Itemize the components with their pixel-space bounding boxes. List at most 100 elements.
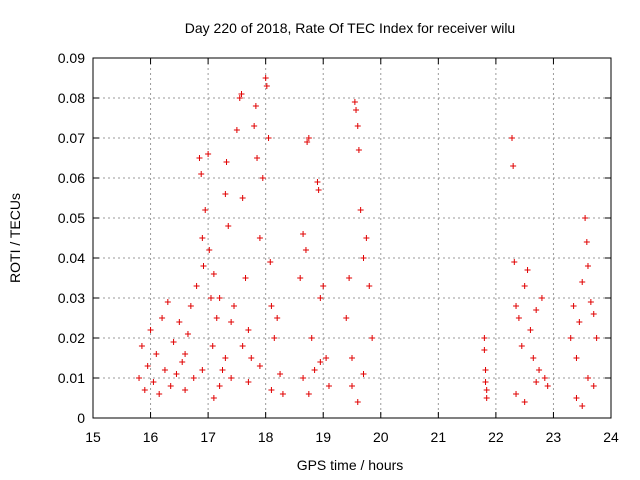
data-point	[267, 259, 274, 265]
data-point	[513, 303, 520, 309]
data-point	[170, 339, 177, 345]
y-tick-label: 0.07	[58, 130, 85, 146]
y-tick-label: 0.01	[58, 370, 85, 386]
data-point	[584, 375, 591, 381]
chart-title: Day 220 of 2018, Rate Of TEC Index for r…	[185, 20, 515, 36]
x-tick-label: 17	[200, 429, 216, 445]
x-tick-label: 16	[143, 429, 159, 445]
data-point	[141, 387, 148, 393]
data-point	[167, 383, 174, 389]
data-point	[518, 343, 525, 349]
data-point	[199, 367, 206, 373]
data-point	[200, 263, 207, 269]
data-point	[259, 175, 266, 181]
data-point	[482, 379, 489, 385]
x-axis-label: GPS time / hours	[297, 457, 404, 473]
data-point	[209, 343, 216, 349]
data-point	[579, 403, 586, 409]
data-point	[190, 375, 197, 381]
data-point	[196, 155, 203, 161]
data-point	[308, 335, 315, 341]
data-point	[533, 307, 540, 313]
data-point	[144, 363, 151, 369]
data-point	[222, 191, 229, 197]
data-point	[223, 159, 230, 165]
data-point	[521, 399, 528, 405]
y-tick-label: 0.09	[58, 50, 85, 66]
data-point	[583, 239, 590, 245]
y-tick-label: 0.08	[58, 90, 85, 106]
data-point	[297, 275, 304, 281]
data-point	[150, 379, 157, 385]
data-points	[136, 75, 600, 409]
data-point	[233, 127, 240, 133]
data-point	[584, 263, 591, 269]
data-point	[305, 135, 312, 141]
data-point	[254, 155, 261, 161]
data-point	[536, 367, 543, 373]
data-point	[590, 383, 597, 389]
data-point	[515, 315, 522, 321]
x-tick-label: 18	[258, 429, 274, 445]
data-point	[182, 351, 189, 357]
data-point	[164, 299, 171, 305]
data-point	[239, 195, 246, 201]
data-point	[354, 123, 361, 129]
data-point	[481, 347, 488, 353]
data-point	[521, 283, 528, 289]
data-point	[187, 303, 194, 309]
x-tick-label: 19	[315, 429, 331, 445]
data-point	[513, 391, 520, 397]
data-point	[279, 391, 286, 397]
data-point	[198, 171, 205, 177]
data-point	[245, 327, 252, 333]
data-point	[256, 363, 263, 369]
data-point	[304, 139, 311, 145]
data-point	[533, 379, 540, 385]
data-point	[570, 303, 577, 309]
data-point	[242, 275, 249, 281]
data-point	[222, 355, 229, 361]
data-point	[353, 107, 360, 113]
data-point	[320, 283, 327, 289]
data-point	[147, 327, 154, 333]
data-point	[315, 187, 322, 193]
x-tick-label: 22	[488, 429, 504, 445]
data-point	[349, 355, 355, 361]
x-tick-label: 15	[85, 429, 101, 445]
y-tick-label: 0	[77, 410, 85, 426]
data-point	[483, 395, 490, 401]
data-point	[587, 299, 594, 305]
data-point	[346, 275, 353, 281]
data-point	[238, 91, 245, 97]
data-point	[228, 319, 235, 325]
data-point	[325, 383, 332, 389]
data-point	[311, 367, 318, 373]
data-point	[210, 395, 217, 401]
data-point	[366, 283, 373, 289]
data-point	[173, 371, 180, 377]
data-point	[323, 355, 330, 361]
data-point	[225, 223, 232, 229]
data-point	[305, 391, 312, 397]
data-point	[317, 359, 324, 365]
data-point	[576, 319, 583, 325]
y-tick-label: 0.05	[58, 210, 85, 226]
data-point	[176, 319, 183, 325]
y-tick-label: 0.04	[58, 250, 85, 266]
data-point	[179, 359, 186, 365]
data-point	[216, 383, 223, 389]
data-point	[153, 351, 160, 357]
data-point	[245, 379, 252, 385]
data-point	[268, 303, 275, 309]
data-point	[199, 235, 206, 241]
data-point	[136, 375, 143, 381]
data-point	[524, 267, 531, 273]
data-point	[481, 335, 488, 341]
data-point	[317, 295, 324, 301]
data-point	[210, 271, 217, 277]
data-point	[302, 247, 309, 253]
data-point	[544, 383, 551, 389]
data-point	[482, 367, 489, 373]
